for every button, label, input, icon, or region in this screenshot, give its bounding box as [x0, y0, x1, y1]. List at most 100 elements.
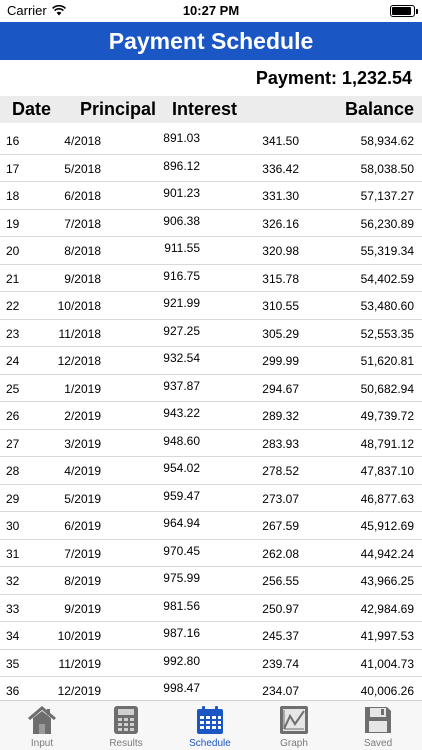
row-date: 8/2018: [64, 244, 101, 258]
house-icon: [28, 706, 56, 734]
row-principal: 970.45: [163, 543, 200, 558]
table-row: 22 10/2018 921.99 310.55 53,480.60: [0, 292, 422, 320]
tab-saved-label: Saved: [363, 738, 393, 749]
row-date: 11/2018: [58, 326, 102, 341]
row-principal: 937.87: [163, 378, 200, 393]
column-header-balance[interactable]: Balance: [344, 99, 414, 119]
row-balance: 55,319.34: [360, 244, 414, 258]
table-row: 35 11/2019 992.80 239.74 41,004.73: [0, 650, 422, 677]
tab-input[interactable]: Input: [0, 701, 84, 750]
row-number: 19: [6, 216, 20, 231]
row-balance: 44,942.24: [360, 546, 414, 561]
row-date: 4/2019: [64, 464, 101, 478]
tab-saved[interactable]: Saved: [336, 701, 420, 750]
row-interest: 326.16: [262, 216, 299, 231]
row-principal: 891.03: [163, 131, 200, 145]
row-balance: 41,997.53: [360, 629, 414, 643]
row-balance: 49,739.72: [360, 409, 414, 423]
row-date: 2/2019: [64, 409, 101, 423]
graph-icon: [280, 706, 308, 734]
tab-schedule[interactable]: Schedule: [168, 701, 252, 750]
row-number: 27: [6, 436, 20, 451]
row-date: 9/2018: [64, 271, 101, 286]
row-interest: 239.74: [262, 656, 299, 671]
row-balance: 56,230.89: [360, 216, 414, 231]
row-date: 12/2019: [57, 684, 101, 698]
row-date: 6/2018: [64, 189, 101, 203]
row-interest: 278.52: [262, 464, 299, 478]
row-principal: 998.47: [163, 681, 200, 695]
row-number: 29: [6, 491, 20, 506]
table-row: 21 9/2018 916.75 315.78 54,402.59: [0, 265, 422, 292]
table-row: 25 1/2019 937.87 294.67 50,682.94: [0, 375, 422, 402]
row-balance: 42,984.69: [360, 601, 414, 616]
tab-input-label: Input: [30, 738, 54, 749]
row-balance: 48,791.12: [360, 436, 414, 451]
row-balance: 58,038.50: [360, 161, 414, 176]
floppy-disk-icon: [365, 707, 391, 733]
row-date: 5/2019: [64, 491, 101, 506]
row-principal: 943.22: [163, 406, 200, 420]
row-balance: 50,682.94: [360, 381, 414, 396]
row-balance: 40,006.26: [360, 684, 414, 698]
table-row: 31 7/2019 970.45 262.08 44,942.24: [0, 540, 422, 567]
row-interest: 315.78: [262, 271, 299, 286]
table-row: 26 2/2019 943.22 289.32 49,739.72: [0, 402, 422, 430]
row-principal: 932.54: [163, 351, 200, 365]
row-number: 25: [6, 381, 20, 396]
row-interest: 283.93: [262, 436, 299, 451]
table-header: Date Principal Interest Balance: [0, 96, 422, 123]
row-balance: 57,137.27: [360, 189, 414, 203]
row-date: 7/2019: [64, 546, 101, 561]
row-interest: 331.30: [262, 189, 299, 203]
table-row: 27 3/2019 948.60 283.93 48,791.12: [0, 430, 422, 457]
tab-results[interactable]: Results: [84, 701, 168, 750]
row-principal: 916.75: [163, 268, 200, 283]
row-number: 22: [6, 299, 20, 313]
row-balance: 46,877.63: [360, 491, 414, 506]
table-row: 36 12/2019 998.47 234.07 40,006.26: [0, 677, 422, 700]
row-interest: 305.29: [262, 326, 299, 341]
row-number: 35: [6, 656, 20, 671]
column-header-interest: Interest: [172, 99, 238, 119]
row-date: 7/2018: [64, 216, 101, 231]
row-date: 10/2018: [57, 299, 101, 313]
tab-graph[interactable]: Graph: [252, 701, 336, 750]
table-row: 34 10/2019 987.16 245.37 41,997.53: [0, 622, 422, 650]
row-date: 8/2019: [64, 574, 101, 588]
row-balance: 53,480.60: [360, 299, 414, 313]
table-row: 17 5/2018 896.12 336.42 58,038.50: [0, 155, 422, 182]
row-balance: 58,934.62: [360, 134, 414, 148]
column-header-principal: Principal: [80, 99, 157, 119]
row-number: 26: [6, 409, 20, 423]
row-interest: 267.59: [262, 519, 299, 533]
row-number: 34: [6, 629, 20, 643]
page-title: Payment Schedule: [0, 22, 422, 60]
calculator-icon: [114, 706, 138, 734]
row-date: 3/2019: [64, 436, 101, 451]
row-date: 1/2019: [64, 381, 101, 396]
row-date: 11/2019: [58, 656, 102, 671]
row-interest: 336.42: [262, 161, 299, 176]
row-interest: 289.32: [262, 409, 299, 423]
row-balance: 45,912.69: [360, 519, 414, 533]
row-balance: 52,553.35: [360, 326, 414, 341]
tab-graph-label: Graph: [280, 738, 308, 749]
table-row: 32 8/2019 975.99 256.55 43,966.25: [0, 567, 422, 595]
row-number: 20: [6, 244, 20, 258]
row-principal: 927.25: [163, 323, 200, 338]
row-date: 10/2019: [57, 629, 101, 643]
row-date: 9/2019: [64, 601, 101, 616]
row-number: 30: [6, 519, 20, 533]
table-row: 29 5/2019 959.47 273.07 46,877.63: [0, 485, 422, 512]
table-row: 19 7/2018 906.38 326.16 56,230.89: [0, 210, 422, 237]
row-principal: 948.60: [163, 433, 200, 448]
row-balance: 47,837.10: [360, 464, 414, 478]
row-number: 33: [6, 601, 20, 616]
schedule-table[interactable]: 16 4/2018 891.03 341.50 58,934.62 17 5/2018 896…: [0, 127, 422, 700]
row-interest: 341.50: [262, 134, 299, 148]
row-interest: 250.97: [262, 601, 299, 616]
status-time: 10:27 PM: [182, 3, 240, 18]
row-principal: 981.56: [163, 598, 200, 613]
row-principal: 906.38: [163, 213, 200, 228]
